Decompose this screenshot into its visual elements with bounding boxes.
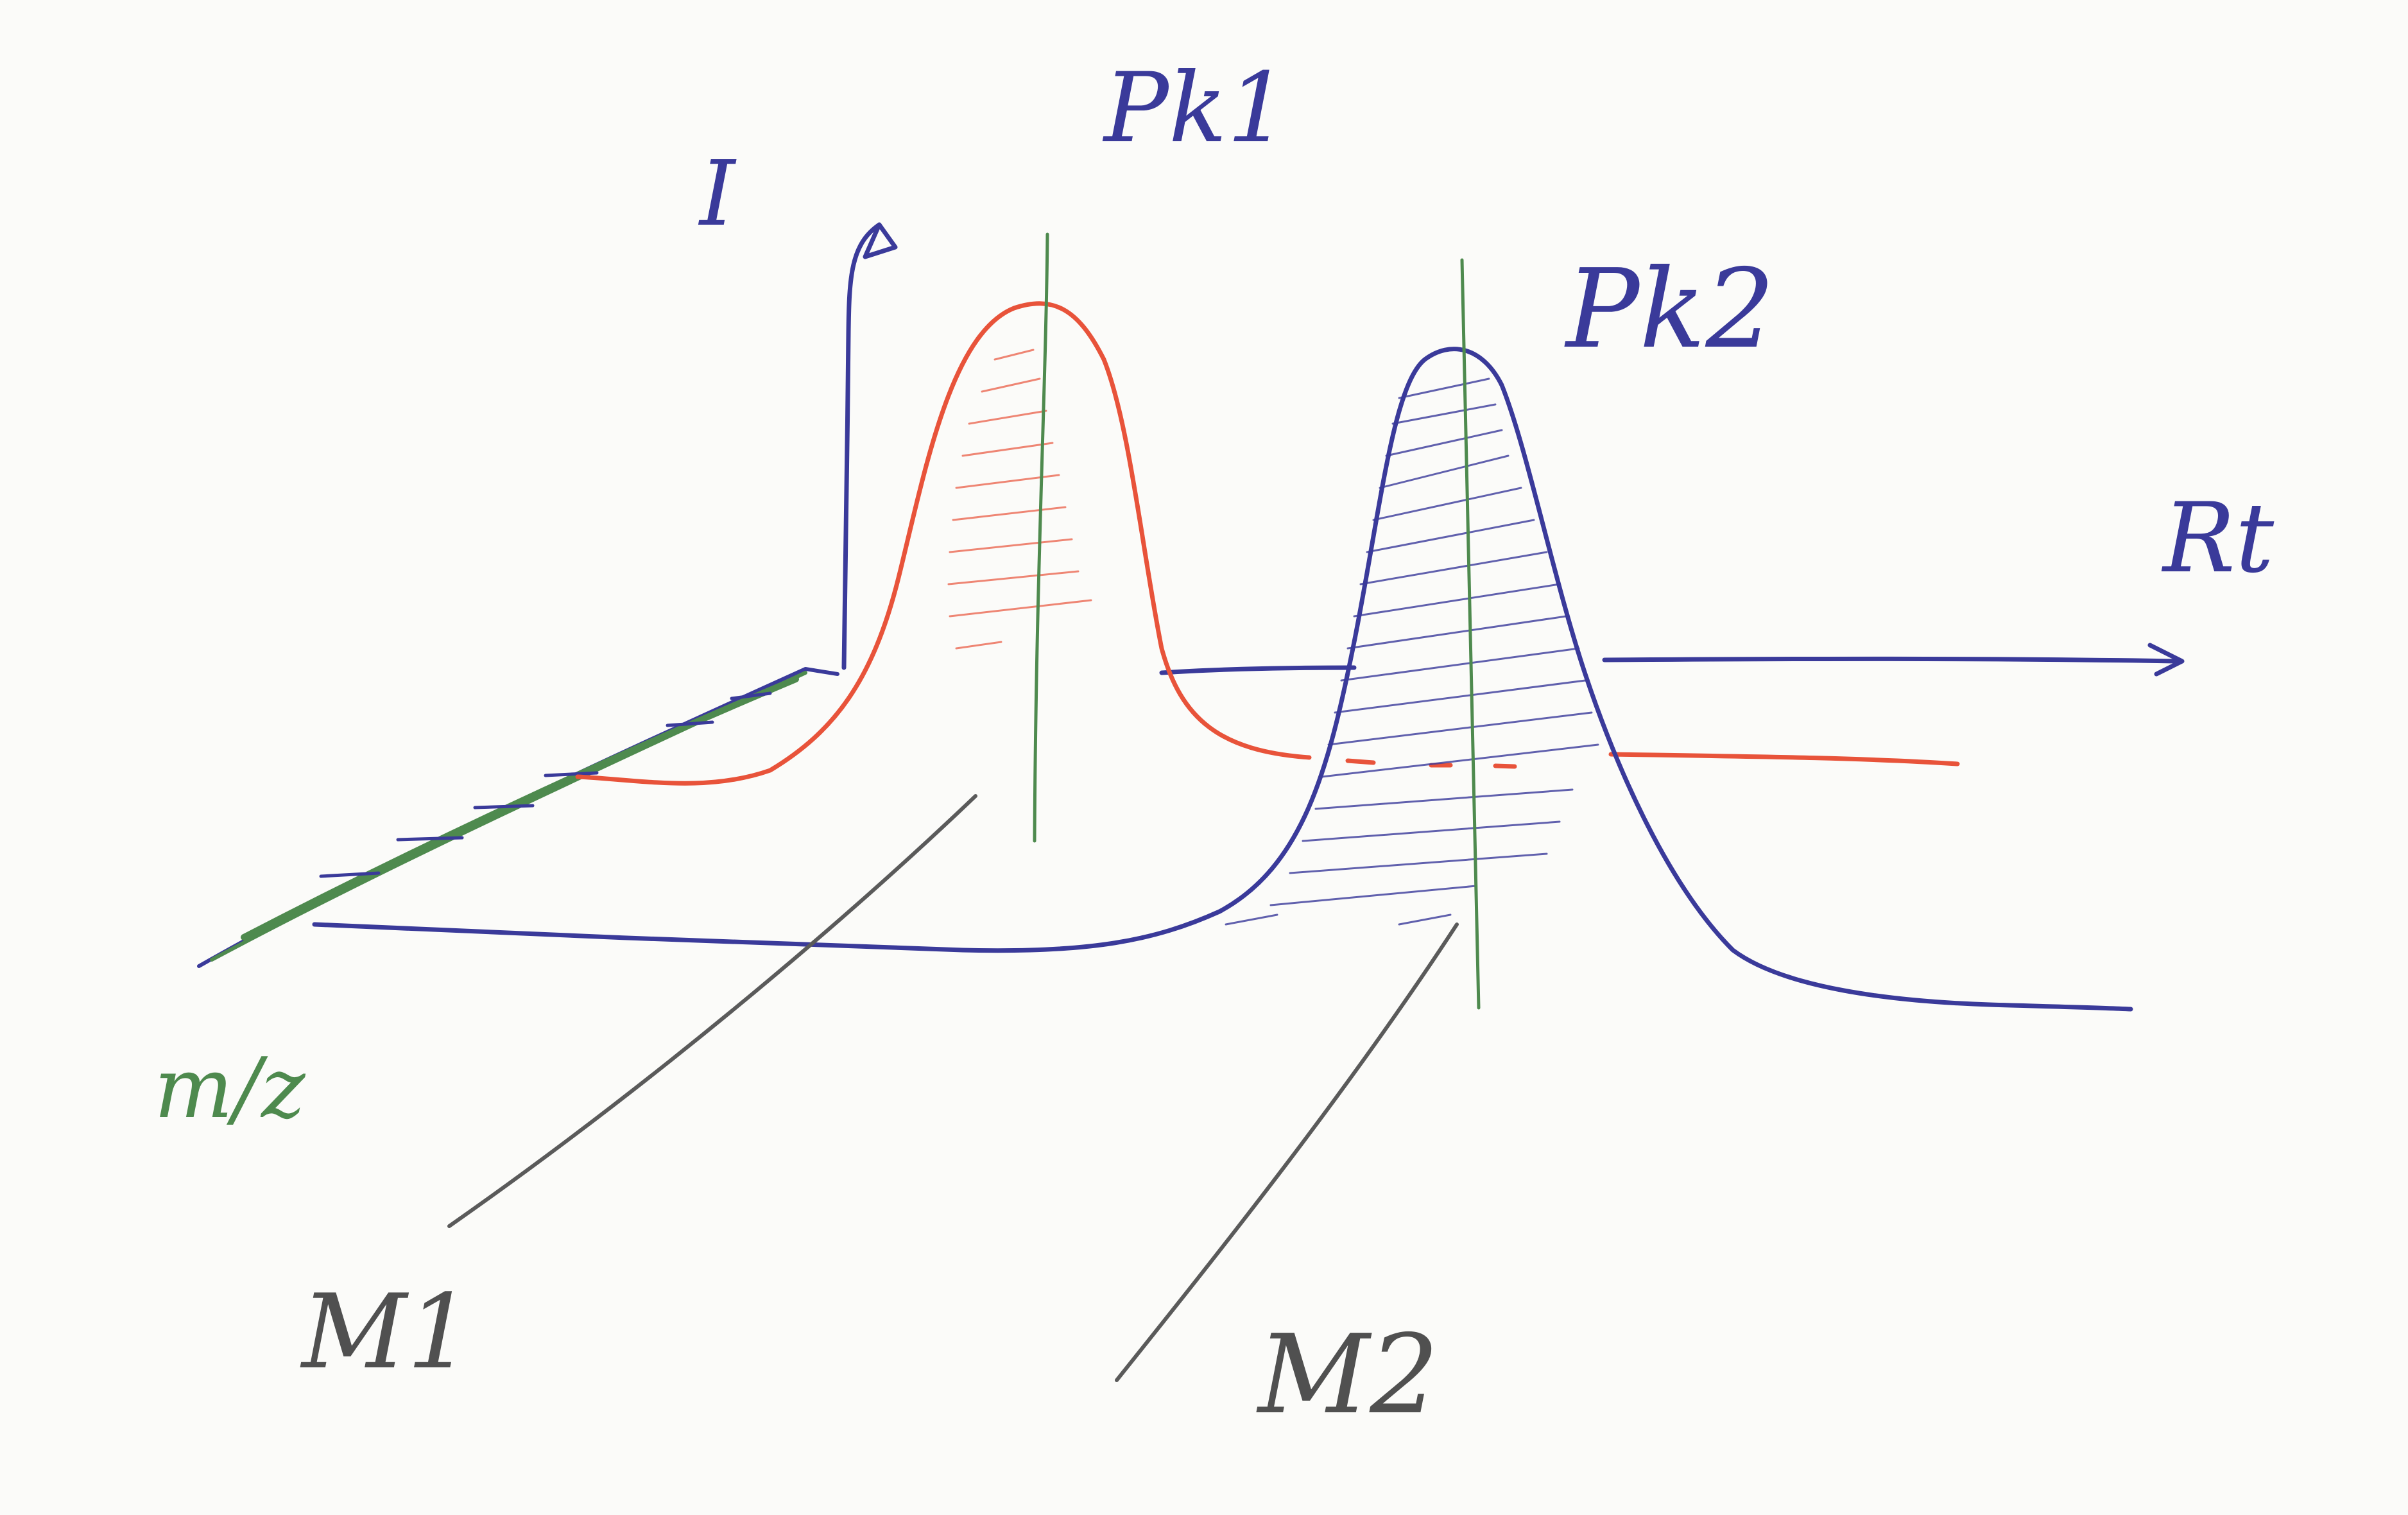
peak2-trace (312, 347, 2133, 1012)
peak2-label: Pk2 (1564, 246, 1775, 373)
mz-axis (197, 667, 839, 968)
mass1-label: M1 (300, 1272, 472, 1392)
leader-lines (447, 794, 1459, 1382)
retention-axis-label: Rt (2161, 483, 2275, 594)
retention-axis (1159, 643, 2185, 677)
peak1-label: Pk1 (1102, 53, 1288, 164)
mz-axis-label: m/z (154, 1039, 306, 1137)
intensity-axis-label: I (698, 142, 737, 247)
mass-traces (1033, 232, 1481, 1010)
mass2-label: M2 (1256, 1312, 1439, 1439)
intensity-axis (841, 222, 898, 670)
peak1-trace (575, 301, 1960, 786)
